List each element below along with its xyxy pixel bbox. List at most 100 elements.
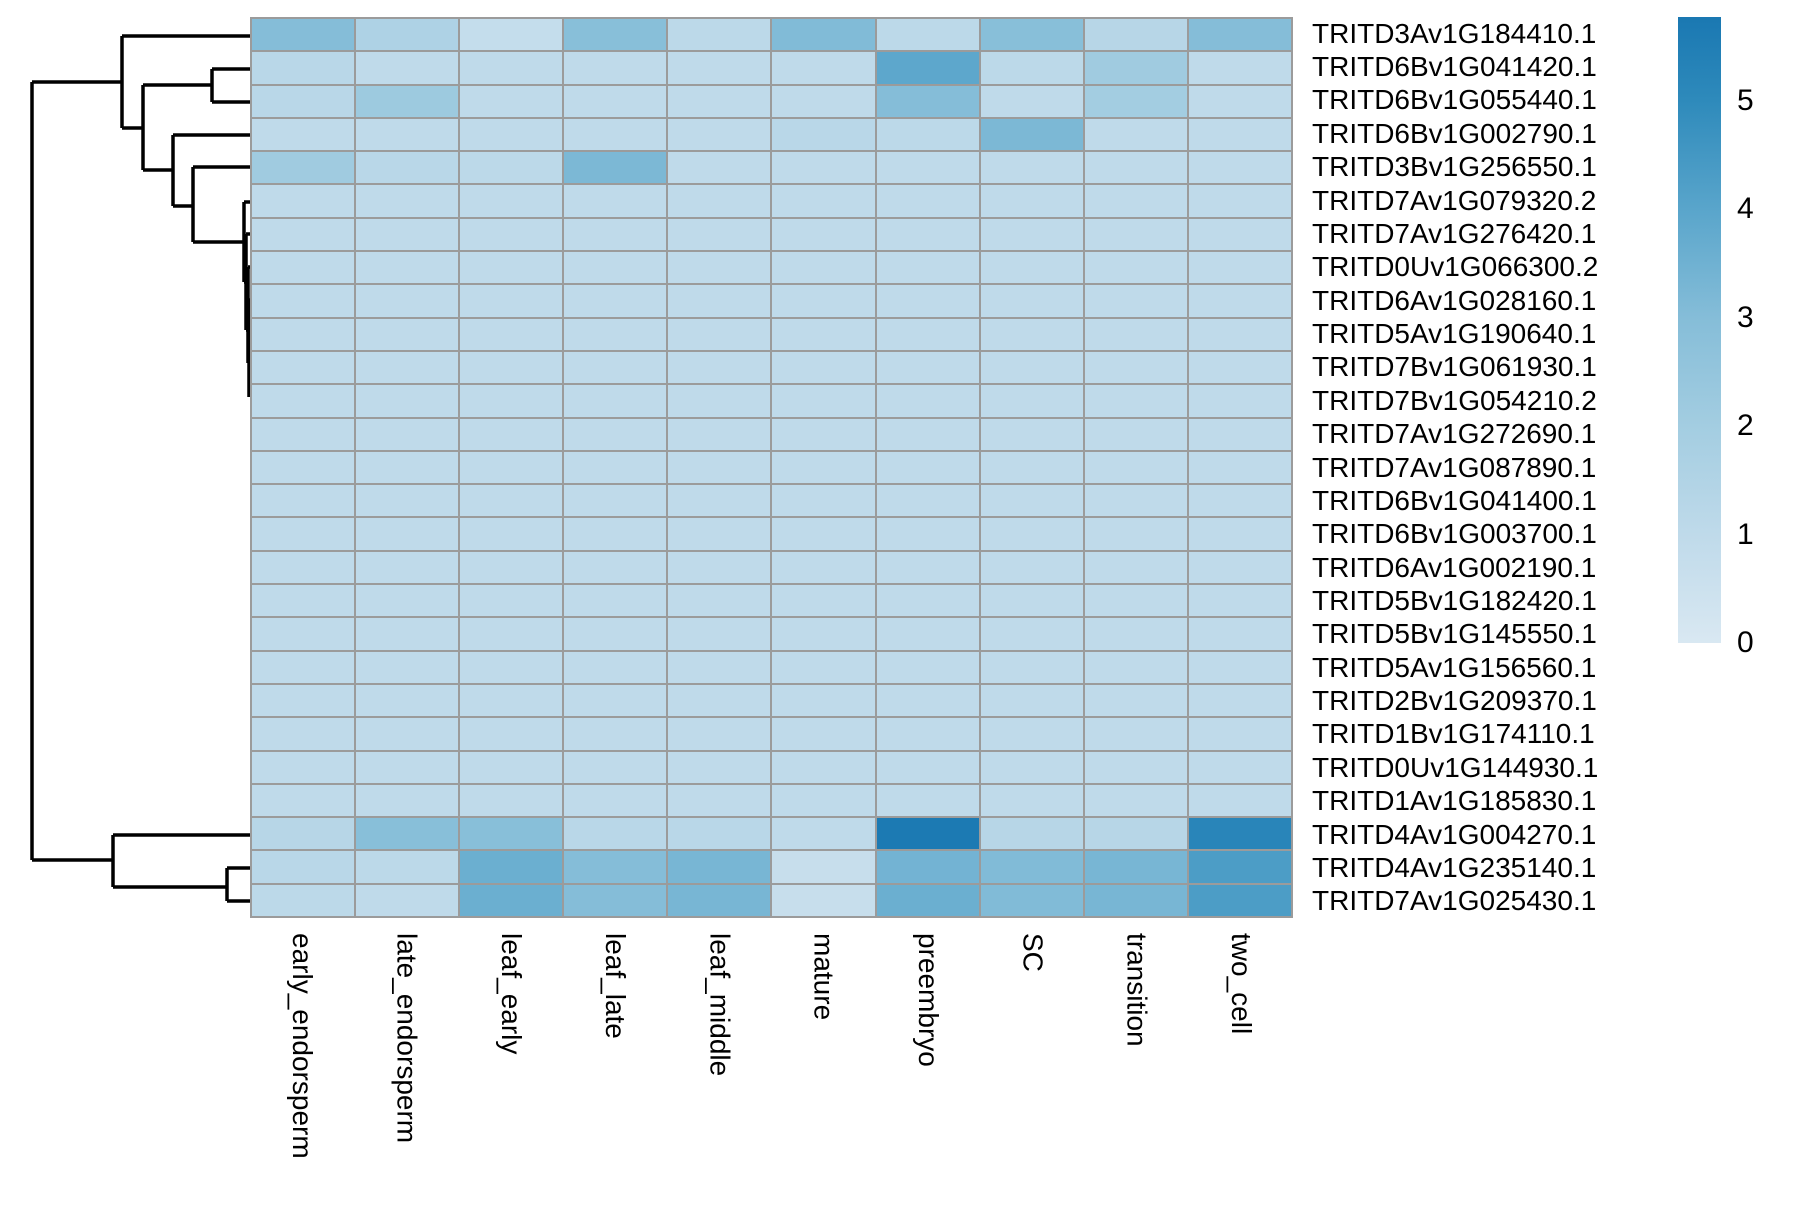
heatmap-cell [1084, 551, 1187, 584]
row-label: TRITD5Bv1G182420.1 [1312, 584, 1597, 616]
heatmap-cell [668, 285, 771, 317]
heatmap-cell [252, 551, 355, 584]
heatmap-cell [668, 518, 771, 550]
heatmap-cell [460, 551, 563, 584]
heatmap-cell [980, 718, 1083, 750]
heatmap-cell [1084, 684, 1187, 717]
heatmap-cell [1084, 618, 1187, 650]
heatmap-cell [772, 218, 875, 251]
heatmap-cell [564, 851, 667, 883]
heatmap-cell [1188, 551, 1291, 584]
legend-gradient-bar [1678, 17, 1721, 643]
heatmap-cell [356, 884, 459, 916]
heatmap-cell [356, 218, 459, 251]
row-label: TRITD6Bv1G055440.1 [1312, 84, 1597, 116]
row-label: TRITD7Av1G087890.1 [1312, 451, 1597, 483]
heatmap-cell [668, 318, 771, 350]
heatmap-cell [460, 884, 563, 916]
heatmap-cell [876, 485, 979, 517]
heatmap-cell [564, 818, 667, 850]
heatmap-cell [564, 585, 667, 617]
heatmap-cell [772, 551, 875, 584]
heatmap-cell [356, 418, 459, 450]
heatmap-cell [980, 518, 1083, 550]
heatmap-cell [1188, 485, 1291, 517]
column-label: leaf_early [495, 933, 527, 1055]
heatmap-cell [356, 19, 459, 51]
heatmap-cell [1084, 185, 1187, 217]
heatmap-cell [564, 884, 667, 916]
row-label: TRITD2Bv1G209370.1 [1312, 685, 1597, 717]
heatmap-cell [668, 218, 771, 251]
heatmap-cell [772, 52, 875, 84]
heatmap-cell [772, 651, 875, 683]
heatmap-cell [564, 618, 667, 650]
heatmap-cell [356, 252, 459, 284]
heatmap-cell [460, 185, 563, 217]
heatmap-cell [252, 252, 355, 284]
heatmap-cell [876, 85, 979, 117]
heatmap-cell [668, 351, 771, 384]
heatmap-cell [564, 19, 667, 51]
heatmap-cell [564, 385, 667, 417]
heatmap-cell [772, 784, 875, 817]
heatmap-cell [356, 618, 459, 650]
heatmap-cell [1084, 85, 1187, 117]
heatmap-cell [876, 585, 979, 617]
heatmap-cell [564, 285, 667, 317]
heatmap-cell [1084, 385, 1187, 417]
heatmap-cell [668, 585, 771, 617]
heatmap-cell [980, 451, 1083, 484]
heatmap-cell [460, 285, 563, 317]
heatmap-cell [772, 318, 875, 350]
heatmap-cell [252, 485, 355, 517]
heatmap-cell [876, 751, 979, 783]
heatmap-cell [252, 351, 355, 384]
heatmap-cell [1188, 252, 1291, 284]
heatmap-cell [356, 851, 459, 883]
heatmap-cell [1188, 518, 1291, 550]
heatmap-cell [980, 651, 1083, 683]
heatmap-cell [252, 285, 355, 317]
heatmap-cell [1084, 152, 1187, 184]
heatmap-cell [980, 252, 1083, 284]
row-label: TRITD6Av1G028160.1 [1312, 284, 1597, 316]
heatmap-cell [252, 118, 355, 151]
heatmap-cell [460, 784, 563, 817]
heatmap-cell [1188, 218, 1291, 251]
heatmap-cell [980, 52, 1083, 84]
column-label: transition [1121, 933, 1153, 1047]
heatmap-cell [356, 651, 459, 683]
heatmap-cell [876, 252, 979, 284]
heatmap-cell [564, 651, 667, 683]
heatmap-cell [1084, 718, 1187, 750]
column-label: two_cell [1225, 933, 1257, 1035]
heatmap-cell [980, 485, 1083, 517]
heatmap-cell [356, 85, 459, 117]
heatmap-cell [980, 751, 1083, 783]
heatmap-cell [564, 451, 667, 484]
heatmap-cell [876, 52, 979, 84]
heatmap-cell [356, 585, 459, 617]
heatmap-cell [564, 551, 667, 584]
legend-tick-label: 0 [1737, 626, 1754, 659]
heatmap-cell [668, 52, 771, 84]
row-label: TRITD7Av1G079320.2 [1312, 184, 1597, 216]
row-label: TRITD6Bv1G041420.1 [1312, 51, 1597, 83]
heatmap-cell [1084, 252, 1187, 284]
heatmap-cell [1084, 52, 1187, 84]
heatmap-cell [356, 285, 459, 317]
heatmap-cell [460, 118, 563, 151]
heatmap-cell [668, 784, 771, 817]
heatmap-cell [252, 818, 355, 850]
row-label: TRITD5Bv1G145550.1 [1312, 618, 1597, 650]
heatmap-cell [1084, 751, 1187, 783]
heatmap-cell [980, 418, 1083, 450]
heatmap-cell [356, 152, 459, 184]
heatmap-cell [252, 185, 355, 217]
heatmap-cell [876, 784, 979, 817]
heatmap-cell [1188, 585, 1291, 617]
heatmap-cell [564, 418, 667, 450]
heatmap-cell [1188, 118, 1291, 151]
heatmap-cell [252, 518, 355, 550]
